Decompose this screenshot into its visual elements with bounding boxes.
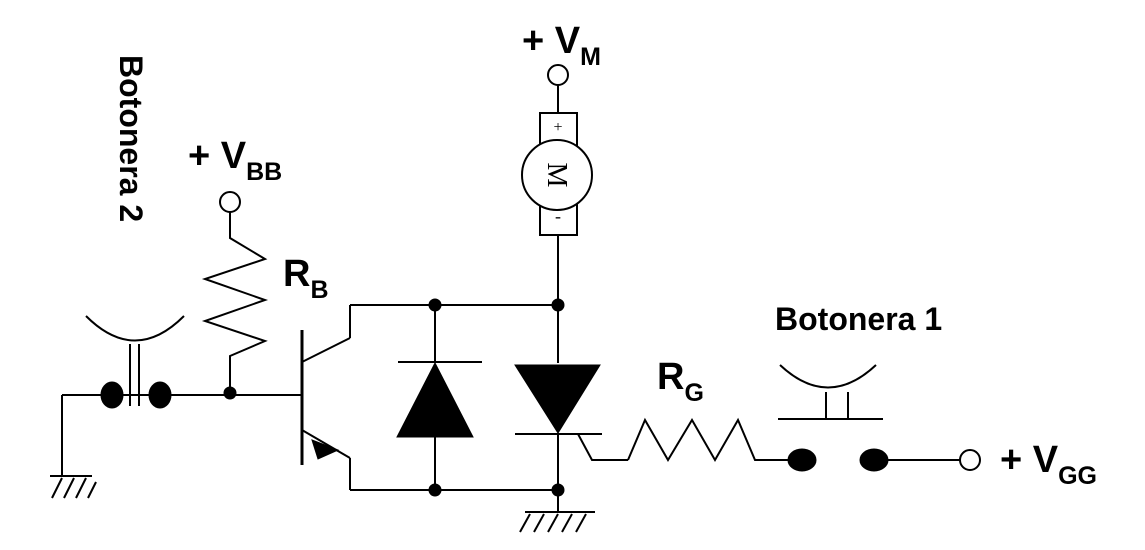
- junction-bottom-right: [551, 483, 565, 497]
- vgg-terminal: [959, 449, 981, 471]
- scr-triangle: [514, 364, 601, 434]
- motor-minus: -: [555, 206, 561, 226]
- motor-circle: [521, 139, 593, 211]
- vm-subscript: M: [580, 43, 601, 71]
- motor-letter: M: [541, 163, 572, 188]
- motor-plus: +: [553, 119, 562, 136]
- botonera2-contact-right: [148, 381, 172, 409]
- rb-main: R: [283, 253, 310, 295]
- vgg-subscript: GG: [1058, 462, 1097, 490]
- junction-bottom-left: [428, 483, 442, 497]
- vm-label: + VM: [522, 20, 601, 71]
- botonera1-label: Botonera 1: [775, 301, 942, 337]
- junction-top-left: [428, 298, 442, 312]
- emitter-lead: [301, 429, 351, 459]
- botonera2-contact-left: [100, 381, 124, 409]
- vbb-subscript: BB: [246, 158, 282, 186]
- botonera2-label: Botonera 2: [113, 55, 149, 222]
- rg-label: RG: [657, 356, 704, 407]
- rb-label: RB: [283, 253, 329, 304]
- rg-subscript: G: [684, 379, 703, 407]
- botonera1-cap: [779, 364, 877, 389]
- vm-prefix: + V: [522, 20, 581, 62]
- ground-center-hatch: [519, 513, 587, 533]
- rb-subscript: B: [310, 276, 328, 304]
- rb-resistor: [201, 212, 269, 393]
- vm-terminal: [547, 64, 569, 86]
- vbb-terminal: [219, 191, 241, 213]
- emitter-arrow: [311, 439, 340, 460]
- botonera1-contact-right: [859, 448, 889, 472]
- collector-lead: [301, 337, 351, 363]
- junction-base: [223, 386, 237, 400]
- diode-triangle: [396, 361, 474, 438]
- ground-left-hatch: [51, 477, 97, 499]
- junction-top-right: [551, 298, 565, 312]
- vbb-label: + VBB: [188, 135, 282, 186]
- rg-resistor: [627, 417, 795, 463]
- rg-main: R: [657, 356, 684, 398]
- vgg-label: + VGG: [1000, 439, 1097, 490]
- vgg-prefix: + V: [1000, 439, 1059, 481]
- vbb-prefix: + V: [188, 135, 247, 177]
- botonera1-contact-left: [787, 448, 817, 472]
- botonera2-cap: [85, 315, 185, 342]
- scr-gate-lead: [577, 433, 628, 461]
